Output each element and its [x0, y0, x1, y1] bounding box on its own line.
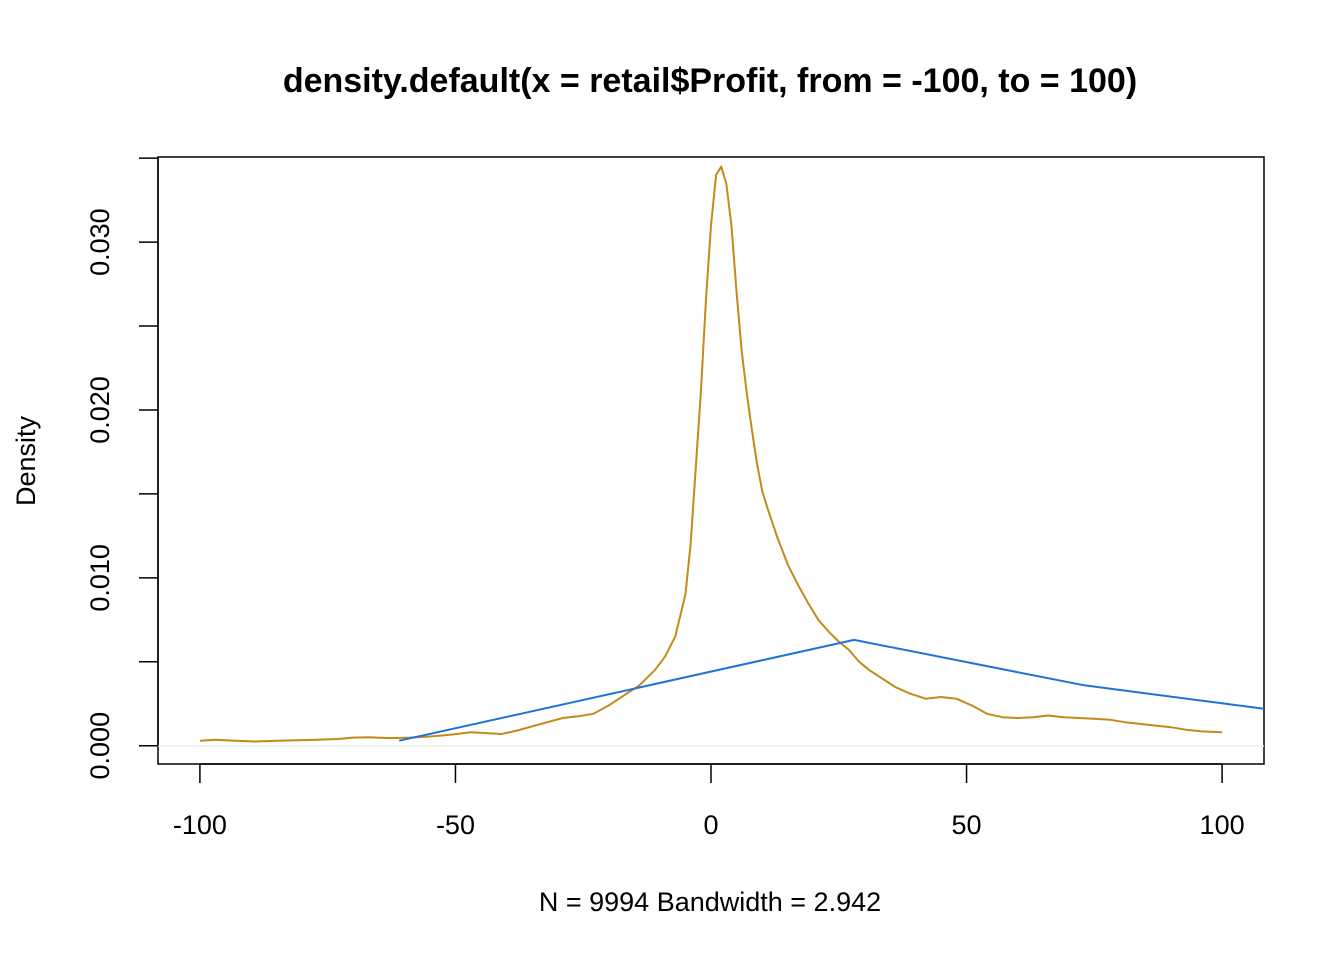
- y-axis-label: Density: [11, 415, 41, 506]
- chart-title: density.default(x = retail$Profit, from …: [283, 62, 1137, 100]
- y-axis: 0.000 0.010 0.020 0.030: [85, 157, 159, 780]
- overlay-line: [398, 638, 1264, 742]
- x-tick-label: -100: [173, 810, 227, 840]
- x-axis: -100 -50 0 50 100: [173, 763, 1245, 840]
- y-tick-label: 0.020: [85, 376, 115, 444]
- x-tick-label: -50: [436, 810, 475, 840]
- series-layer: [199, 165, 1264, 743]
- x-tick-label: 100: [1200, 810, 1245, 840]
- x-tick-label: 50: [952, 810, 982, 840]
- x-tick-label: 0: [703, 810, 718, 840]
- y-tick-label: 0.000: [85, 712, 115, 780]
- x-axis-label: N = 9994 Bandwidth = 2.942: [539, 887, 881, 917]
- y-tick-label: 0.030: [85, 208, 115, 276]
- density-curve: [199, 165, 1223, 743]
- plot-frame: [157, 156, 1265, 765]
- y-tick-label: 0.010: [85, 544, 115, 612]
